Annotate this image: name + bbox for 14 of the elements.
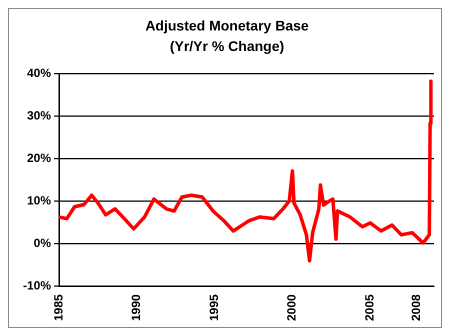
x-tick-label: 1985: [51, 294, 66, 322]
y-tick-label: 10%: [26, 194, 52, 208]
y-tick-label: -10%: [23, 278, 52, 293]
x-tick-label: 2008: [409, 294, 424, 322]
x-tick-label: 1990: [129, 294, 144, 322]
x-tick-label: 2000: [284, 294, 299, 322]
chart-subtitle: (Yr/Yr % Change): [170, 38, 284, 54]
y-tick-label: 30%: [26, 108, 52, 122]
y-tick-label: 40%: [26, 66, 52, 80]
chart-title: Adjusted Monetary Base: [145, 17, 309, 34]
x-tick-label: 2005: [362, 294, 377, 322]
y-tick-label: 20%: [26, 150, 52, 165]
x-tick-label: 1995: [206, 294, 221, 322]
y-tick-label: 0%: [34, 236, 52, 250]
